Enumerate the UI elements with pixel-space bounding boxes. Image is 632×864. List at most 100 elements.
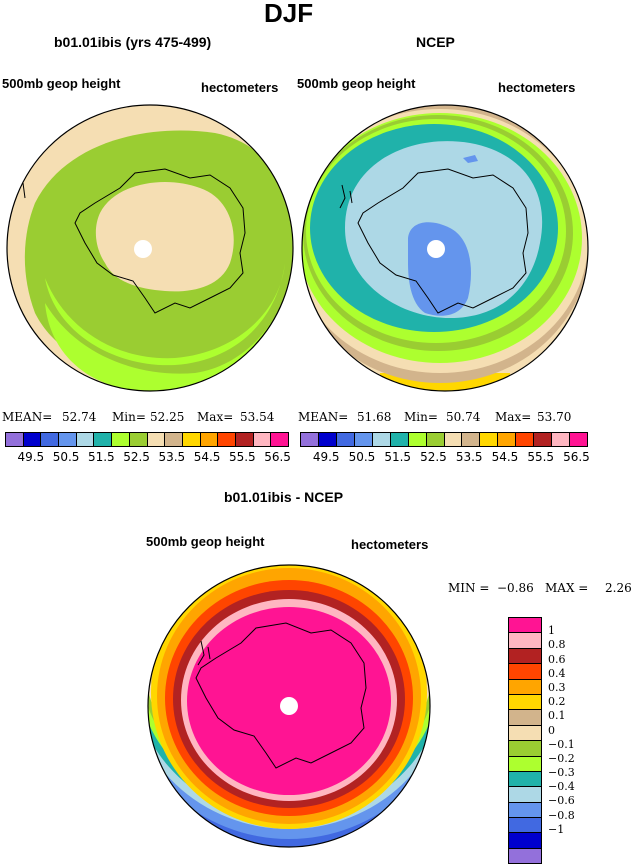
colorbar-tick-label: 49.5 <box>312 450 340 464</box>
right-max-label: Max= <box>495 410 532 424</box>
left-max-value: 53.54 <box>240 410 275 424</box>
colorbar-swatch <box>509 802 541 819</box>
colorbar-swatch <box>182 433 201 446</box>
colorbar-tick-label: 54.5 <box>491 450 519 464</box>
colorbar-tick-label: −0.2 <box>548 751 575 765</box>
colorbar-swatch <box>59 433 77 446</box>
colorbar-swatch <box>271 433 288 446</box>
colorbar-tick-label: 55.5 <box>527 450 555 464</box>
colorbar-swatch <box>498 433 517 446</box>
colorbar-swatch <box>509 833 541 849</box>
colorbar-tick-label: −0.3 <box>548 766 575 780</box>
colorbar-tick-label: 53.5 <box>158 450 186 464</box>
colorbar-tick-label: 52.5 <box>123 450 150 464</box>
colorbar-swatch <box>76 433 95 446</box>
colorbar-swatch <box>509 648 541 665</box>
colorbar-tick-label: 52.5 <box>420 450 447 464</box>
colorbar-tick-label: −0.1 <box>548 737 575 751</box>
diff-map <box>147 564 431 848</box>
right-panel-title: NCEP <box>416 34 455 50</box>
colorbar-swatch <box>129 433 148 446</box>
left-max-label: Max= <box>197 410 234 424</box>
colorbar-tick-label: 56.5 <box>264 450 291 464</box>
diff-min-value: −0.86 <box>497 581 534 595</box>
colorbar-tick-label: 55.5 <box>228 450 256 464</box>
colorbar-swatch <box>444 433 463 446</box>
colorbar-tick-label: 1 <box>548 624 555 638</box>
colorbar-tick-label: 53.5 <box>455 450 483 464</box>
colorbar-swatch <box>552 433 571 446</box>
colorbar-swatch <box>408 433 427 446</box>
colorbar-swatch <box>147 433 166 446</box>
colorbar-swatch <box>462 433 481 446</box>
right-colorbar <box>300 432 588 447</box>
colorbar-swatch <box>112 433 130 446</box>
colorbar-swatch <box>509 771 541 788</box>
colorbar-tick-label: 0.6 <box>548 652 566 666</box>
colorbar-tick-label: 0.2 <box>548 695 566 709</box>
colorbar-tick-label: 54.5 <box>193 450 221 464</box>
diff-max-label: MAX = <box>545 581 589 595</box>
left-mean-value: 52.74 <box>62 410 97 424</box>
right-panel-variable-label: 500mb geop height <box>297 76 416 91</box>
right-mean-value: 51.68 <box>357 410 392 424</box>
page-title: DJF <box>264 0 314 28</box>
right-map <box>301 104 589 392</box>
left-mean-label: MEAN= <box>2 410 53 424</box>
colorbar-tick-label: 0.3 <box>548 680 566 694</box>
colorbar-tick-label: 0.1 <box>548 709 566 723</box>
diff-min-label: MIN = <box>448 581 490 595</box>
diff-colorbar <box>508 617 542 864</box>
right-mean-label: MEAN= <box>298 410 349 424</box>
right-max-value: 53.70 <box>537 410 572 424</box>
colorbar-swatch <box>509 818 541 834</box>
left-map <box>6 104 294 392</box>
colorbar-swatch <box>318 433 337 446</box>
colorbar-swatch <box>509 741 541 757</box>
left-panel-variable-label: 500mb geop height <box>2 76 121 91</box>
colorbar-tick-label: −0.6 <box>548 794 575 808</box>
colorbar-tick-label: 0 <box>548 723 555 737</box>
colorbar-swatch <box>372 433 391 446</box>
diff-panel-variable-label: 500mb geop height <box>146 534 265 549</box>
colorbar-tick-label: 50.5 <box>348 450 376 464</box>
left-min-label: Min= <box>112 410 146 424</box>
right-min-value: 50.74 <box>446 410 481 424</box>
diff-panel-title: b01.01ibis - NCEP <box>224 489 344 505</box>
colorbar-swatch <box>509 756 541 772</box>
colorbar-swatch <box>235 433 254 446</box>
colorbar-tick-label: 50.5 <box>52 450 80 464</box>
diff-max-value: 2.26 <box>605 581 632 595</box>
colorbar-swatch <box>509 725 541 742</box>
colorbar-swatch <box>23 433 42 446</box>
diff-panel-units-label: hectometers <box>351 537 429 552</box>
colorbar-swatch <box>509 679 541 695</box>
colorbar-swatch <box>509 664 541 680</box>
colorbar-swatch <box>41 433 60 446</box>
colorbar-swatch <box>253 433 272 446</box>
colorbar-swatch <box>354 433 373 446</box>
colorbar-swatch <box>336 433 355 446</box>
colorbar-swatch <box>165 433 183 446</box>
colorbar-swatch <box>480 433 499 446</box>
colorbar-swatch <box>570 433 587 446</box>
colorbar-swatch <box>509 694 541 711</box>
colorbar-tick-label: 56.5 <box>563 450 590 464</box>
left-colorbar <box>5 432 289 447</box>
colorbar-swatch <box>94 433 113 446</box>
colorbar-swatch <box>509 787 541 803</box>
colorbar-tick-label: 49.5 <box>17 450 45 464</box>
colorbar-swatch <box>516 433 535 446</box>
left-panel-units-label: hectometers <box>201 80 279 95</box>
right-panel-units-label: hectometers <box>498 80 576 95</box>
colorbar-swatch <box>218 433 236 446</box>
left-min-value: 52.25 <box>150 410 185 424</box>
colorbar-swatch <box>6 433 24 446</box>
colorbar-tick-label: 0.4 <box>548 666 566 680</box>
colorbar-swatch <box>200 433 219 446</box>
left-panel-title: b01.01ibis (yrs 475-499) <box>54 34 212 50</box>
right-min-label: Min= <box>404 410 438 424</box>
colorbar-tick-label: −0.8 <box>548 808 575 822</box>
colorbar-swatch <box>509 848 541 864</box>
colorbar-tick-label: −1 <box>548 822 565 836</box>
